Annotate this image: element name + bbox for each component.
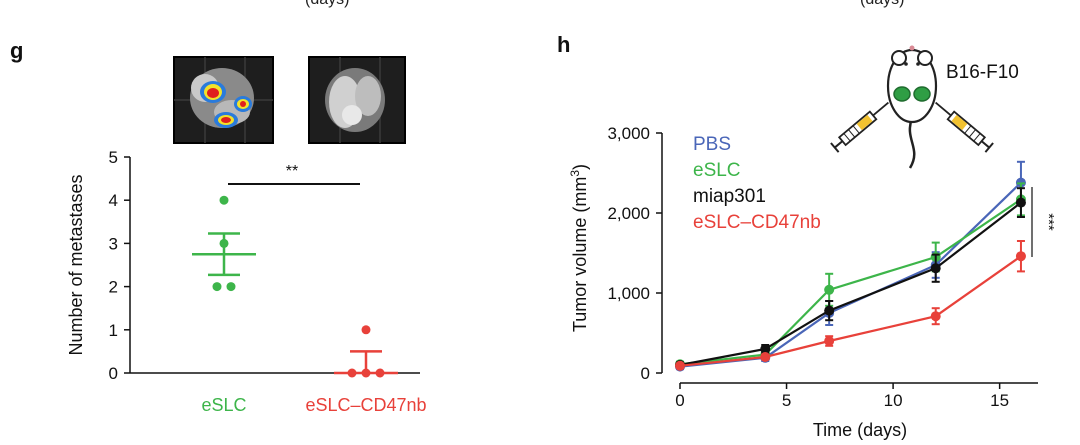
panel-g-marks xyxy=(192,195,398,378)
panel-h-legend-entry: eSLC xyxy=(693,160,741,181)
panel-g-significance: ** xyxy=(286,163,298,180)
panel-h-axes: 0 1,000 2,000 3,000 0 5 10 15 xyxy=(607,124,1038,410)
panel-h-point xyxy=(1015,197,1026,208)
panel-g-y-tick-label: 1 xyxy=(109,321,118,340)
panel-h-legend-entry: eSLC–CD47nb xyxy=(693,212,821,233)
panel-g-point xyxy=(361,325,371,335)
panel-g-y-tick-label: 2 xyxy=(109,278,118,297)
bioluminescence-image-eslc-cd47nb xyxy=(308,56,406,144)
panel-g-label: g xyxy=(10,38,23,63)
panel-h-x-tick-label: 10 xyxy=(884,391,903,410)
panel-g-y-tick-label: 5 xyxy=(109,148,118,167)
panel-h-point xyxy=(824,336,835,346)
panel-g-point xyxy=(212,282,222,292)
panel-h-point xyxy=(930,263,941,274)
panel-h-x-tick-label: 5 xyxy=(782,391,791,410)
panel-h-xlabel: Time (days) xyxy=(813,420,907,440)
panel-g-y-tick-label: 4 xyxy=(109,191,118,210)
panel-h-y-tick-label: 2,000 xyxy=(607,204,650,223)
panel-g-category-label: eSLC–CD47nb xyxy=(305,395,426,415)
top-cut-text-right: (days) xyxy=(860,0,904,8)
panel-g-y-tick-label: 3 xyxy=(109,234,118,253)
panel-h-point xyxy=(824,284,835,295)
panel-h-y-tick-label: 3,000 xyxy=(607,124,650,143)
mouse-syringe-illustration xyxy=(830,45,994,169)
bioluminescence-image-eslc xyxy=(173,56,274,144)
panel-h-point xyxy=(930,311,941,322)
panel-h-series-line xyxy=(679,255,1022,367)
panel-g-ylabel: Number of metastases xyxy=(66,174,86,355)
panel-h: h xyxy=(557,32,1057,440)
panel-h-y-tick-label: 0 xyxy=(641,364,650,383)
panel-g-point xyxy=(361,368,371,378)
panel-g-point xyxy=(219,238,229,248)
panel-h-point xyxy=(760,352,771,362)
panel-h-point xyxy=(824,305,835,316)
panel-h-y-tick-label: 1,000 xyxy=(607,284,650,303)
panel-h-ylabel: Tumor volume (mm3) xyxy=(568,164,590,332)
panel-g-point xyxy=(375,368,385,378)
panel-h-point xyxy=(760,344,771,354)
panel-h-series-line xyxy=(679,181,1022,368)
panel-h-point xyxy=(675,360,685,371)
panel-h-legend-entry: PBS xyxy=(693,134,731,155)
model-label: B16-F10 xyxy=(946,62,1019,83)
panel-h-marks xyxy=(675,160,1026,372)
panel-h-x-tick-label: 0 xyxy=(675,391,684,410)
panel-h-label: h xyxy=(557,32,570,57)
panel-h-point xyxy=(1015,251,1026,262)
panel-g-axes: 0 1 2 3 4 5 Number of metastases eSLC eSLC–CD47n… xyxy=(66,148,427,415)
panel-h-legend: PBS eSLC miap301 eSLC–CD47nb xyxy=(693,134,821,233)
panel-g-category-label: eSLC xyxy=(201,395,246,415)
panel-g-point xyxy=(219,195,229,205)
panel-g-point xyxy=(226,282,236,292)
panel-g-point xyxy=(347,368,357,378)
panel-h-significance: *** xyxy=(1040,213,1057,231)
panel-h-x-tick-label: 15 xyxy=(990,391,1009,410)
top-cut-text-left: (days) xyxy=(305,0,349,8)
panel-g: g 0 xyxy=(10,38,427,415)
panel-h-legend-entry: miap301 xyxy=(693,186,766,207)
panel-g-y-tick-label: 0 xyxy=(109,364,118,383)
